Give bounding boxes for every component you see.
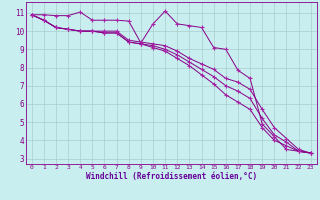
X-axis label: Windchill (Refroidissement éolien,°C): Windchill (Refroidissement éolien,°C) [86,172,257,181]
